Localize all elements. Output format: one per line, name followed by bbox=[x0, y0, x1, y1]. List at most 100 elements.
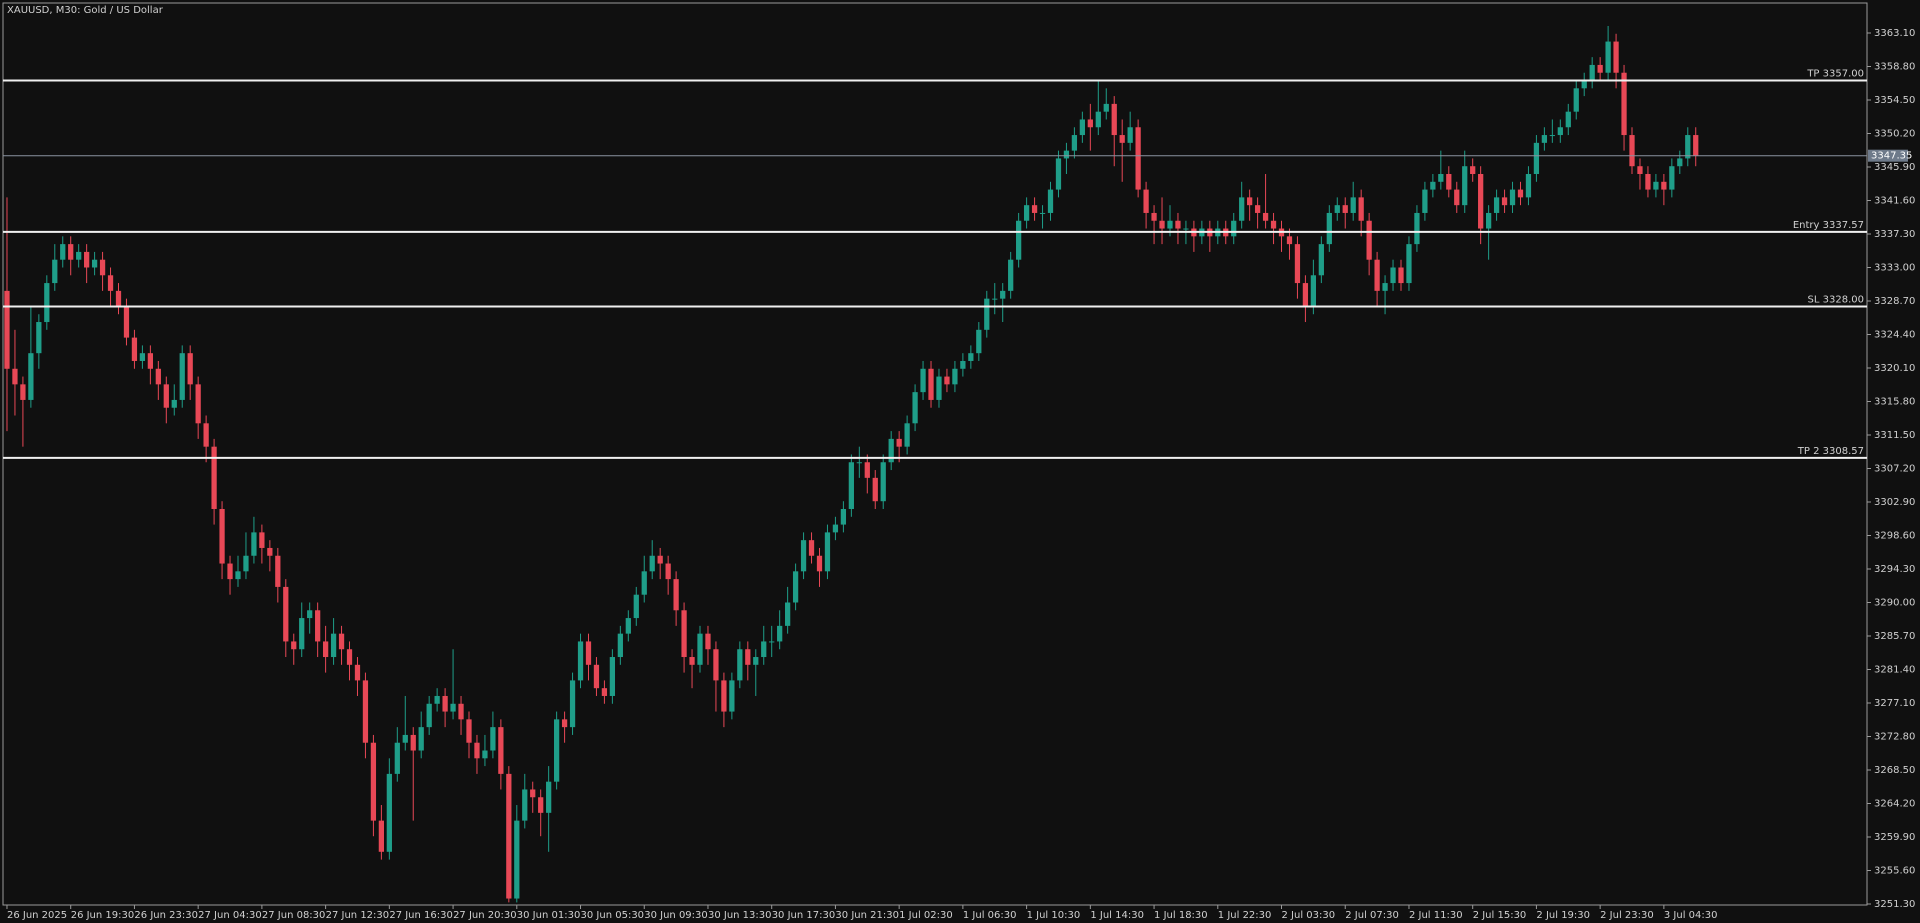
candle-body bbox=[705, 633, 711, 650]
candle-body bbox=[1485, 212, 1492, 229]
x-tick-label: 30 Jun 09:30 bbox=[644, 910, 708, 921]
x-tick-label: 26 Jun 19:30 bbox=[71, 910, 135, 921]
candle-body bbox=[729, 680, 735, 712]
candle-body bbox=[91, 259, 98, 268]
candle-body bbox=[1231, 220, 1237, 237]
candle-body bbox=[1525, 174, 1532, 198]
candle-body bbox=[275, 555, 281, 587]
candle-body bbox=[1151, 212, 1157, 221]
plot-frame bbox=[2, 2, 1868, 906]
y-tick-label: 3363.10 bbox=[1874, 28, 1915, 39]
candle-body bbox=[1621, 72, 1627, 136]
candle-body bbox=[585, 641, 592, 665]
candle-body bbox=[601, 688, 608, 696]
candle-body bbox=[1358, 197, 1364, 221]
candle-body bbox=[12, 368, 18, 385]
candle-body bbox=[785, 602, 791, 626]
candle-body bbox=[1055, 158, 1062, 190]
candle-body bbox=[338, 633, 345, 650]
candle-body bbox=[1509, 189, 1516, 206]
candle-body bbox=[960, 360, 966, 369]
candle-body bbox=[315, 610, 321, 642]
candle-body bbox=[1565, 111, 1571, 128]
candle-body bbox=[673, 579, 679, 611]
candle-body bbox=[737, 649, 743, 681]
candle-body bbox=[1637, 166, 1643, 175]
candle-body bbox=[1677, 158, 1683, 167]
level-label: TP 3357.00 bbox=[1806, 69, 1864, 80]
x-tick-label: 2 Jul 23:30 bbox=[1600, 910, 1654, 921]
candle-body bbox=[1629, 135, 1635, 167]
candle-body bbox=[434, 695, 440, 704]
candle-body bbox=[1645, 174, 1651, 190]
x-tick-label: 30 Jun 01:30 bbox=[517, 910, 581, 921]
candle-body bbox=[1549, 135, 1555, 137]
candle-body bbox=[346, 649, 353, 665]
candle-body bbox=[1023, 205, 1030, 221]
candle-body bbox=[1541, 135, 1548, 143]
candle-body bbox=[442, 695, 448, 712]
candle-body bbox=[1270, 220, 1277, 229]
x-tick-label: 27 Jun 08:30 bbox=[262, 910, 326, 921]
candle-body bbox=[1517, 189, 1524, 198]
y-tick-label: 3350.20 bbox=[1874, 128, 1915, 139]
candle-body bbox=[713, 649, 719, 681]
candle-body bbox=[848, 462, 854, 510]
candle-body bbox=[920, 368, 926, 393]
candle-body bbox=[896, 438, 902, 447]
x-tick-label: 2 Jul 15:30 bbox=[1473, 910, 1527, 921]
candle-body bbox=[147, 353, 153, 369]
candle-body bbox=[1254, 205, 1261, 213]
candle-body bbox=[354, 664, 361, 681]
candle-body bbox=[410, 734, 416, 751]
candle-body bbox=[593, 664, 600, 689]
candle-body bbox=[1239, 197, 1245, 221]
candle-body bbox=[36, 322, 42, 354]
level-label: SL 3328.00 bbox=[1808, 294, 1864, 305]
candle-body bbox=[944, 376, 950, 385]
x-tick-label: 2 Jul 07:30 bbox=[1345, 910, 1399, 921]
x-tick-label: 26 Jun 2025 bbox=[7, 910, 67, 921]
candle-body bbox=[1581, 80, 1587, 89]
candle-body bbox=[506, 773, 512, 899]
candle-body bbox=[816, 555, 823, 572]
x-tick-label: 30 Jun 21:30 bbox=[835, 910, 899, 921]
y-tick-label: 3264.20 bbox=[1874, 798, 1915, 809]
y-tick-label: 3290.00 bbox=[1874, 597, 1915, 608]
candle-body bbox=[697, 633, 703, 665]
x-tick-label: 27 Jun 20:30 bbox=[453, 910, 517, 921]
candle-body bbox=[1111, 103, 1117, 136]
candle-body bbox=[753, 657, 759, 665]
candle-body bbox=[689, 657, 695, 665]
x-tick-label: 1 Jul 22:30 bbox=[1218, 910, 1272, 921]
candle-body bbox=[625, 618, 631, 634]
y-tick-label: 3285.70 bbox=[1874, 631, 1915, 642]
candle-body bbox=[171, 399, 177, 408]
candle-body bbox=[1422, 189, 1428, 213]
candle-body bbox=[1382, 283, 1388, 291]
candle-body bbox=[617, 633, 623, 658]
candle-body bbox=[1501, 197, 1508, 206]
candle-body bbox=[777, 625, 783, 642]
x-tick-label: 1 Jul 14:30 bbox=[1090, 910, 1144, 921]
candle-body bbox=[1318, 244, 1324, 276]
x-tick-label: 27 Jun 16:30 bbox=[389, 910, 453, 921]
candle-body bbox=[1342, 205, 1348, 213]
y-tick-label: 3307.20 bbox=[1874, 463, 1915, 474]
candle-body bbox=[243, 555, 249, 572]
candle-body bbox=[665, 563, 671, 580]
candle-body bbox=[1334, 205, 1340, 213]
candle-body bbox=[530, 789, 536, 798]
candle-body bbox=[498, 727, 504, 774]
candle-body bbox=[1000, 290, 1006, 299]
candle-body bbox=[195, 384, 201, 424]
y-tick-label: 3337.30 bbox=[1874, 229, 1915, 240]
candle-body bbox=[1653, 181, 1659, 190]
candle-body bbox=[1294, 244, 1301, 284]
candle-body bbox=[330, 633, 337, 658]
candle-body bbox=[68, 244, 74, 260]
x-tick-label: 27 Jun 04:30 bbox=[198, 910, 262, 921]
candle-body bbox=[633, 594, 639, 619]
candle-body bbox=[1661, 181, 1667, 190]
